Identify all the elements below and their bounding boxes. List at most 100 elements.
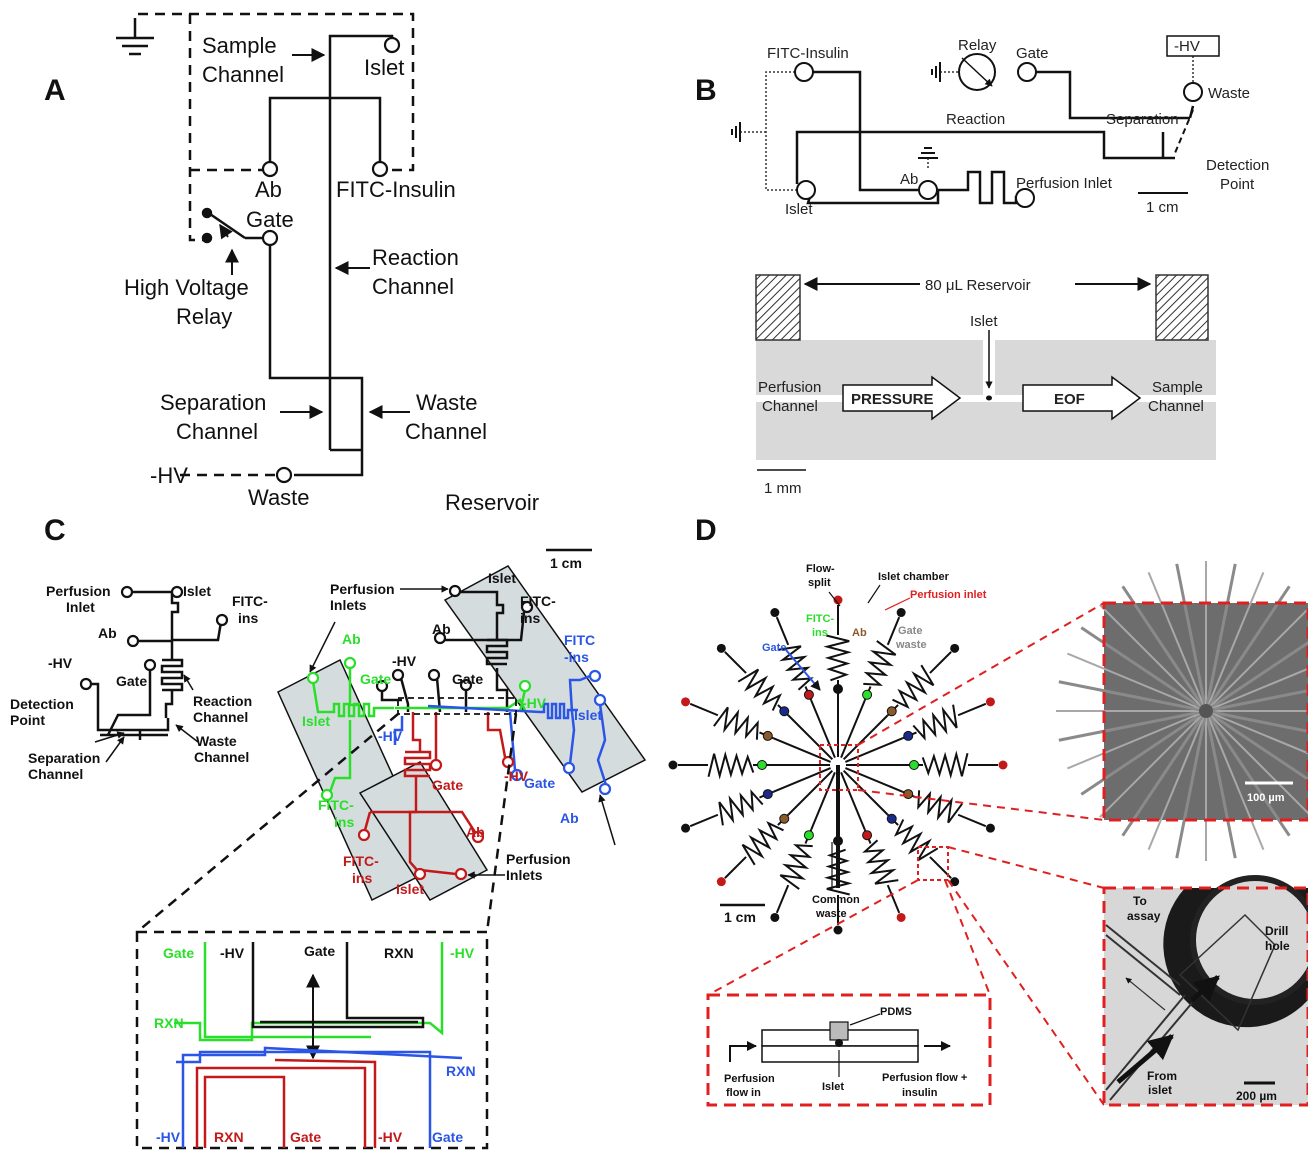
reservoir-dot [985, 823, 995, 833]
micro-channel [1205, 641, 1308, 713]
label-c-fitc-red-2: ins [352, 870, 372, 886]
label-perfusion-flow-in: Perfusion [724, 1073, 775, 1085]
islet-dot [986, 395, 992, 401]
panel-c: Perfusion Inlet Islet FITC- ins Ab -HV G… [10, 548, 647, 1150]
label-c-ab-green: Ab [342, 631, 361, 647]
arrow [94, 731, 125, 743]
label-c-ab-blue: Ab [560, 810, 579, 826]
radial-channel [724, 651, 747, 674]
pointer [867, 584, 881, 604]
reservoir-dot [909, 760, 919, 770]
zoom-line [947, 846, 1105, 889]
serpentine-channel [779, 844, 813, 890]
label-c-perfusion-inlets-bottom: Perfusion [506, 851, 571, 867]
label-sample-channel: Sample [202, 33, 277, 58]
reservoir-dot [833, 925, 843, 935]
reservoir-dot [886, 813, 897, 824]
label-c-perfusion-inlets-bottom-2: Inlets [506, 867, 543, 883]
reservoir-dot [950, 643, 960, 653]
label-c-gate-blue: Gate [524, 775, 555, 791]
panel-label-d: D [695, 514, 717, 547]
label-c-islet-blue: Islet [574, 707, 602, 723]
serpentine-channel [718, 789, 764, 826]
label-common-waste-2: waste [815, 908, 847, 920]
label-c-fitc: FITC- [232, 593, 268, 609]
label-waste-b: Waste [1208, 85, 1250, 102]
label-c-detection-point: Detection [10, 696, 74, 712]
label-gate: Gate [246, 207, 294, 232]
reservoir-dot [886, 706, 897, 717]
label-separation-b: Separation [1106, 111, 1179, 128]
reservoir-dot [779, 813, 790, 824]
micro-channel [1067, 652, 1207, 712]
reservoir-dot [833, 595, 843, 605]
reservoir-dot [803, 830, 814, 841]
blue-channels [393, 674, 608, 786]
label-detection-point: Detection [1206, 157, 1269, 174]
label-c-fitc-blue-2: -ins [564, 649, 589, 665]
radial-channel [724, 856, 747, 879]
radial-channel [840, 772, 866, 831]
micro-channel [1205, 709, 1308, 781]
label-perfusion-flow-out-2: insulin [902, 1087, 938, 1099]
label-c-reaction-channel: Reaction [193, 693, 252, 709]
reservoir-dot [950, 877, 960, 887]
label-ab: Ab [255, 177, 282, 202]
reservoir-wall-right [1155, 274, 1209, 341]
label-drill-hole-2: hole [1265, 939, 1290, 953]
flow-arrow [1190, 975, 1220, 1002]
arrow [785, 649, 821, 691]
label-perfusion-channel: Perfusion [758, 379, 821, 396]
micro-channel [1204, 563, 1237, 712]
serpentine-channel [741, 820, 784, 866]
serpentine-channel [777, 645, 814, 691]
label-reaction-channel-2: Channel [372, 274, 454, 299]
zoom-region [397, 697, 517, 715]
label-eof: EOF [1054, 391, 1085, 408]
pointer [828, 591, 841, 607]
serpentine-channel [892, 664, 935, 710]
micro-channel [1058, 709, 1207, 742]
inset-hv-red: -HV [378, 1129, 403, 1145]
micro-channel [1205, 572, 1265, 712]
label-from-islet-2: islet [1148, 1083, 1172, 1097]
eof-arrow [1022, 375, 1142, 421]
radial-channel [689, 813, 719, 828]
panel-label-b: B [695, 74, 717, 107]
flow-arrow [1116, 1034, 1174, 1084]
label-c-perfusion-inlet-2: Inlet [66, 599, 95, 615]
micro-channel [1099, 604, 1207, 712]
inset-gate-blue: Gate [432, 1129, 463, 1145]
label-c-islet-red: Islet [396, 881, 424, 897]
label-c-perfusion-inlets-top: Perfusion [330, 581, 395, 597]
label-separation-channel-2: Channel [176, 419, 258, 444]
serpentine-channel [917, 790, 963, 824]
radial-channel [810, 699, 836, 758]
label-c-detection-point-2: Point [10, 712, 45, 728]
label-sample-channel-b2: Channel [1148, 398, 1204, 415]
label-c-fitc-red: FITC- [343, 853, 379, 869]
reservoir-dot [716, 877, 726, 887]
micro-channel [1121, 585, 1208, 712]
micro-channel [1205, 710, 1265, 850]
label-c-fitc-top: FITC- [520, 593, 556, 609]
label-c-neg-hv-blue: -HV [378, 728, 403, 744]
label-gate-b: Gate [1016, 45, 1049, 62]
serpentine-channel [862, 839, 899, 885]
micro-channel [1067, 710, 1207, 770]
label-fitc-ins-d-2: ins [812, 627, 828, 639]
panel-d: 100 µm To assay Drill hole From islet [668, 561, 1308, 1107]
serpentine-channel [921, 750, 969, 779]
radial-channel [886, 616, 901, 646]
micrograph-center: 100 µm [1056, 561, 1308, 861]
reservoir-dot [770, 608, 780, 618]
label-c-perfusion-inlets-top-2: Inlets [330, 597, 367, 613]
micro-channel [1205, 607, 1308, 712]
label-c-waste-channel-2: Channel [194, 749, 249, 765]
arrow [219, 223, 233, 240]
reservoir-wall-left [755, 274, 801, 341]
label-perfusion-channel-2: Channel [762, 398, 818, 415]
radial-channel [845, 767, 904, 793]
label-sample-channel-b: Sample [1152, 379, 1203, 396]
flow-channel [756, 395, 1216, 402]
